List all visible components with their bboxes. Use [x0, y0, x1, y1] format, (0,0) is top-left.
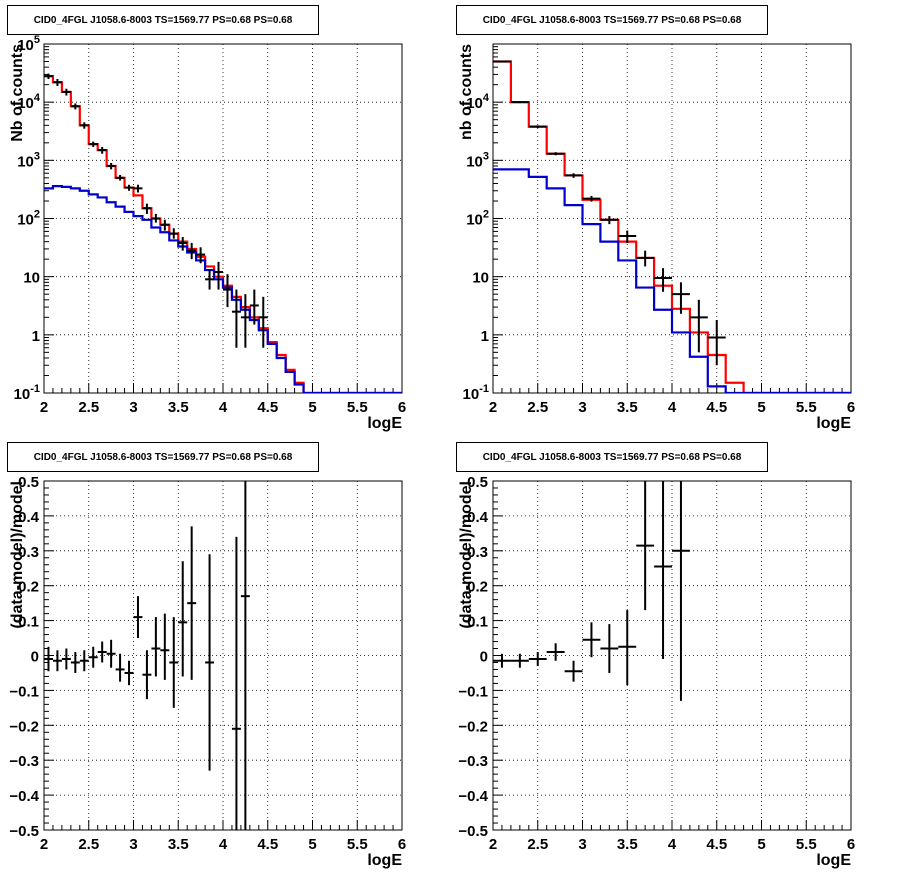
x-tick-label: 5	[757, 836, 765, 853]
y-tick-label: −0.3	[458, 753, 488, 770]
x-tick-label: 5.5	[347, 836, 368, 853]
y-axis-label: nb of counts	[458, 44, 475, 140]
y-tick-label: 0	[480, 649, 488, 666]
total-model-histogram	[44, 75, 402, 393]
x-axis-label: logE	[816, 852, 851, 869]
y-tick-label: 103	[466, 150, 489, 170]
x-tick-label: 3	[578, 836, 586, 853]
x-axis-label: logE	[367, 852, 402, 869]
panel-title: CID0_4FGL J1058.6-8003 TS=1569.77 PS=0.6…	[7, 5, 319, 35]
panel-title: CID0_4FGL J1058.6-8003 TS=1569.77 PS=0.6…	[7, 442, 319, 472]
x-tick-label: 6	[398, 836, 406, 853]
x-tick-label: 5	[308, 836, 316, 853]
x-tick-label: 4.5	[257, 399, 278, 416]
x-tick-label: 2	[489, 836, 497, 853]
y-tick-label: 0	[31, 649, 39, 666]
x-tick-label: 2.5	[527, 399, 548, 416]
y-tick-label: 105	[17, 34, 40, 54]
y-tick-label: −0.5	[9, 823, 39, 840]
x-tick-label: 4	[668, 399, 677, 416]
y-tick-label: 0.4	[18, 509, 40, 526]
y-tick-label: 0.1	[18, 614, 39, 631]
x-tick-label: 4.5	[706, 399, 727, 416]
y-tick-label: −0.3	[9, 753, 39, 770]
x-tick-label: 3.5	[617, 836, 638, 853]
y-tick-label: 104	[466, 92, 490, 112]
chart-bottom-right: 2 2.5 3 3.5 4 4.5 5 5.5 6 −0.5 −0.4 −0.3 −0.2 −0.1 0 0.…	[458, 474, 855, 869]
y-tick-label: 102	[466, 209, 489, 229]
y-tick-label: −0.4	[458, 788, 488, 805]
y-tick-label: 10	[23, 270, 40, 287]
y-axis-label: (data-model)/model	[9, 481, 26, 629]
x-tick-label: 3	[578, 399, 586, 416]
x-tick-label: 3.5	[168, 836, 189, 853]
x-tick-label: 2	[40, 399, 48, 416]
plot-area	[44, 481, 250, 830]
x-tick-label: 6	[847, 836, 855, 853]
y-tick-label: 0.4	[467, 509, 489, 526]
chart-panel-top-right: CID0_4FGL J1058.6-8003 TS=1569.77 PS=0.6…	[449, 0, 898, 437]
y-tick-label: 0.5	[467, 474, 488, 491]
x-tick-label: 5	[308, 399, 316, 416]
x-tick-label: 5.5	[796, 399, 817, 416]
x-tick-label: 6	[398, 399, 406, 416]
x-tick-label: 3	[129, 399, 137, 416]
panel-title: CID0_4FGL J1058.6-8003 TS=1569.77 PS=0.6…	[456, 442, 768, 472]
x-tick-label: 4	[219, 399, 228, 416]
x-tick-label: 4.5	[706, 836, 727, 853]
total-model-histogram	[493, 60, 851, 393]
y-tick-label: 10-1	[14, 383, 40, 403]
y-tick-label: −0.2	[9, 718, 39, 735]
chart-bottom-left: 2 2.5 3 3.5 4 4.5 5 5.5 6 −0.5 −0.4 −0.3 −0.2 −0.1 0 0.…	[9, 474, 406, 869]
plot-area	[493, 60, 851, 393]
y-tick-label: 0.2	[18, 579, 39, 596]
x-tick-label: 2.5	[78, 399, 99, 416]
y-tick-label: 0.3	[467, 544, 488, 561]
y-tick-label: 10	[472, 270, 489, 287]
x-tick-label: 5	[757, 399, 765, 416]
chart-top-right: 2 2.5 3 3.5 4 4.5 5 5.5 6 10-1 1 10 102 103 104 logE nb …	[458, 43, 855, 432]
chart-top-left: 2 2.5 3 3.5 4 4.5 5 5.5 6 10-1 1 10 102 103 104 105 logE…	[9, 34, 406, 432]
x-tick-label: 3.5	[168, 399, 189, 416]
y-tick-label: 104	[17, 92, 41, 112]
chart-panel-top-left: CID0_4FGL J1058.6-8003 TS=1569.77 PS=0.6…	[0, 0, 449, 437]
x-axis-label: logE	[367, 415, 402, 432]
x-tick-label: 6	[847, 399, 855, 416]
y-tick-label: −0.4	[9, 788, 39, 805]
x-tick-label: 5.5	[347, 399, 368, 416]
y-axis-label: Nb of counts	[9, 44, 26, 142]
plot-area	[493, 481, 690, 701]
y-tick-label: 0.3	[18, 544, 39, 561]
y-tick-label: 103	[17, 150, 40, 170]
x-tick-label: 2	[40, 836, 48, 853]
y-tick-label: −0.2	[458, 718, 488, 735]
x-axis-label: logE	[816, 415, 851, 432]
y-axis-label: (data-model)/model	[458, 481, 475, 629]
x-tick-label: 4.5	[257, 836, 278, 853]
y-tick-label: −0.1	[458, 683, 488, 700]
plot-area	[44, 73, 402, 393]
y-tick-label: 0.2	[467, 579, 488, 596]
y-tick-label: 1	[481, 328, 489, 345]
y-tick-label: 102	[17, 209, 40, 229]
panel-title: CID0_4FGL J1058.6-8003 TS=1569.77 PS=0.6…	[456, 5, 768, 35]
source-model-histogram	[493, 168, 851, 393]
x-tick-label: 3	[129, 836, 137, 853]
y-tick-label: −0.1	[9, 683, 39, 700]
x-tick-label: 4	[219, 836, 228, 853]
x-tick-label: 4	[668, 836, 677, 853]
y-tick-label: 10-1	[463, 383, 489, 403]
y-tick-label: 1	[32, 328, 40, 345]
chart-panel-bottom-right: CID0_4FGL J1058.6-8003 TS=1569.77 PS=0.6…	[449, 437, 898, 875]
y-tick-label: −0.5	[458, 823, 488, 840]
chart-panel-bottom-left: CID0_4FGL J1058.6-8003 TS=1569.77 PS=0.6…	[0, 437, 449, 875]
x-tick-label: 2	[489, 399, 497, 416]
x-tick-label: 3.5	[617, 399, 638, 416]
x-tick-label: 5.5	[796, 836, 817, 853]
x-tick-label: 2.5	[78, 836, 99, 853]
y-tick-label: 0.1	[467, 614, 488, 631]
y-tick-label: 0.5	[18, 474, 39, 491]
x-tick-label: 2.5	[527, 836, 548, 853]
